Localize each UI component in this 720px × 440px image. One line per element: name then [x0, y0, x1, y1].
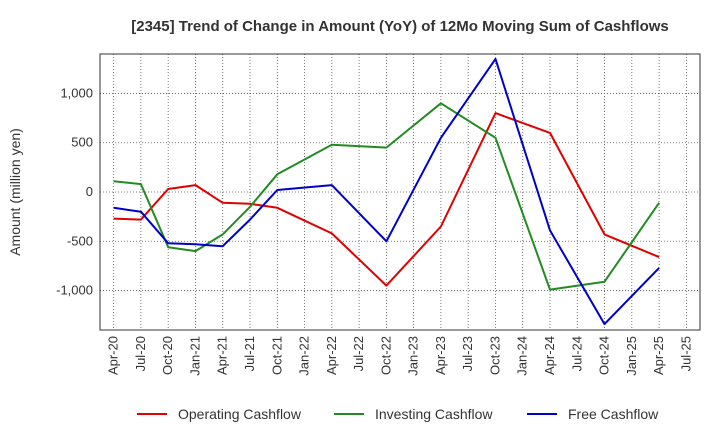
x-tick-label: Jul-22 [351, 336, 366, 371]
x-tick-label: Jan-23 [406, 336, 421, 376]
plot-frame [99, 53, 701, 331]
y-tick-label: 1,000 [60, 85, 93, 100]
x-tick-label: Jul-24 [569, 336, 584, 371]
x-tick-label: Apr-22 [324, 336, 339, 375]
legend-label-investing-cashflow: Investing Cashflow [375, 406, 493, 422]
y-tick-label: -1,000 [56, 283, 93, 298]
x-tick-label: Jan-22 [297, 336, 312, 376]
x-tick-label: Oct-23 [487, 336, 502, 375]
x-tick-label: Apr-24 [542, 336, 557, 375]
x-tick-label: Jan-24 [515, 336, 530, 376]
chart-title: [2345] Trend of Change in Amount (YoY) o… [131, 18, 669, 35]
legend: Operating Cashflow Investing Cashflow Free… [137, 406, 659, 422]
x-tick-label: Jul-20 [133, 336, 148, 371]
x-tick-label: Apr-20 [106, 336, 121, 375]
y-tick-label: 500 [71, 135, 93, 150]
series-layer [113, 57, 660, 326]
investing-cashflow-line [113, 102, 660, 291]
x-tick-label: Jul-23 [460, 336, 475, 371]
x-tick-label: Oct-20 [160, 336, 175, 375]
grid-layer [100, 54, 700, 330]
x-tick-label: Apr-21 [215, 336, 230, 375]
x-tick-label: Apr-23 [433, 336, 448, 375]
free-cashflow-line [113, 57, 660, 326]
x-tick-label: Jul-25 [678, 336, 693, 371]
y-tick-label: 0 [86, 184, 93, 199]
x-tick-label: Jan-25 [624, 336, 639, 376]
x-tick-label: Oct-24 [597, 336, 612, 375]
y-axis-label: Amount (million yen) [7, 128, 23, 256]
y-tick-labels: 1,000 500 0 -500 -1,000 [56, 85, 93, 297]
x-tick-label: Oct-21 [269, 336, 284, 375]
x-tick-label: Oct-22 [378, 336, 393, 375]
x-tick-label: Jul-21 [242, 336, 257, 371]
legend-label-free-cashflow: Free Cashflow [568, 406, 659, 422]
x-tick-labels: Apr-20 Jul-20 Oct-20 Jan-21 Apr-21 Jul-21 Oct-… [106, 336, 694, 376]
x-tick-label: Apr-25 [651, 336, 666, 375]
x-tick-label: Jan-21 [187, 336, 202, 376]
operating-cashflow-line [113, 112, 660, 287]
legend-label-operating-cashflow: Operating Cashflow [178, 406, 302, 422]
y-tick-label: -500 [67, 233, 93, 248]
